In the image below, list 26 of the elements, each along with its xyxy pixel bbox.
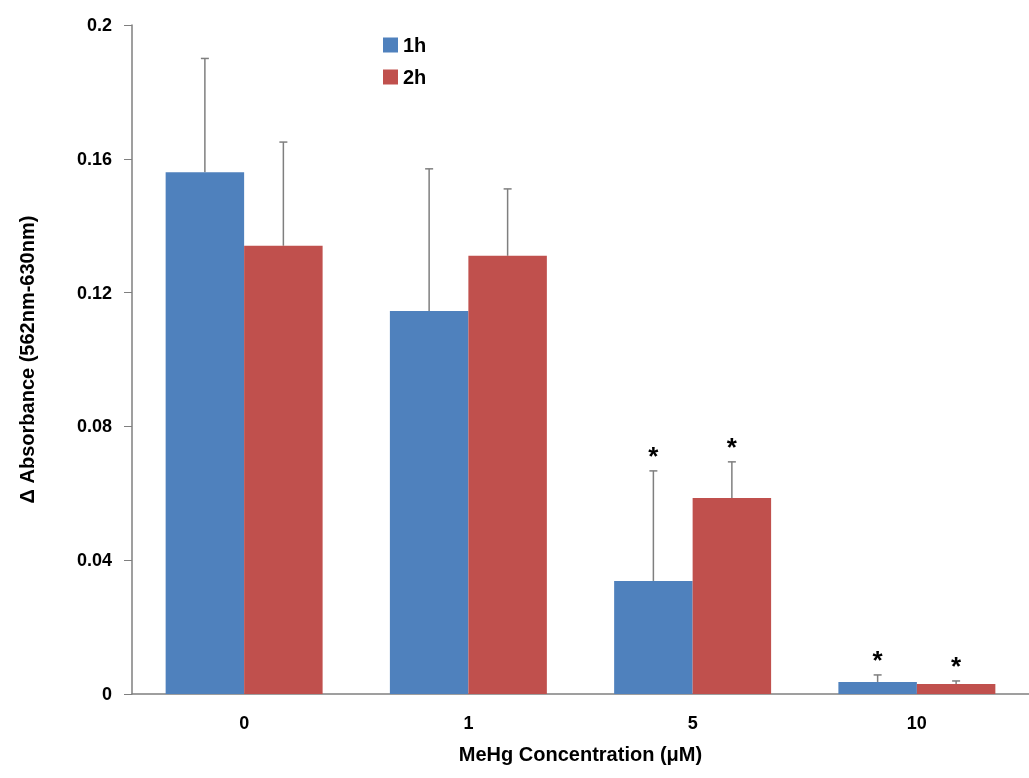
y-tick-label: 0.2 — [86, 15, 112, 35]
x-tick-label: 1 — [463, 713, 474, 733]
x-tick-label: 0 — [239, 713, 250, 733]
legend-label: 2h — [403, 66, 427, 88]
bar — [916, 683, 996, 694]
bar — [244, 245, 323, 694]
y-tick-label: 0.08 — [76, 416, 112, 437]
x-tick-label: 10 — [906, 713, 927, 733]
bar — [692, 497, 772, 694]
legend-label: 1h — [403, 34, 427, 56]
x-axis-title: MeHg Concentration (μM) — [458, 743, 703, 765]
x-tick-label: 5 — [687, 713, 698, 733]
bar — [614, 580, 693, 694]
y-tick-label: 0 — [101, 684, 112, 704]
bar — [389, 311, 469, 694]
bar — [165, 172, 245, 694]
annotation: * — [648, 440, 660, 471]
y-axis-title: Δ Absorbance (562nm-630nm) — [16, 215, 38, 504]
y-tick-label: 0.16 — [76, 148, 112, 169]
y-tick-label: 0.04 — [76, 550, 112, 571]
bar — [838, 681, 917, 694]
bar — [468, 255, 547, 694]
annotation: * — [872, 644, 884, 675]
y-tick-label: 0.12 — [76, 282, 112, 303]
annotation: * — [951, 650, 963, 681]
annotation: * — [726, 431, 738, 462]
